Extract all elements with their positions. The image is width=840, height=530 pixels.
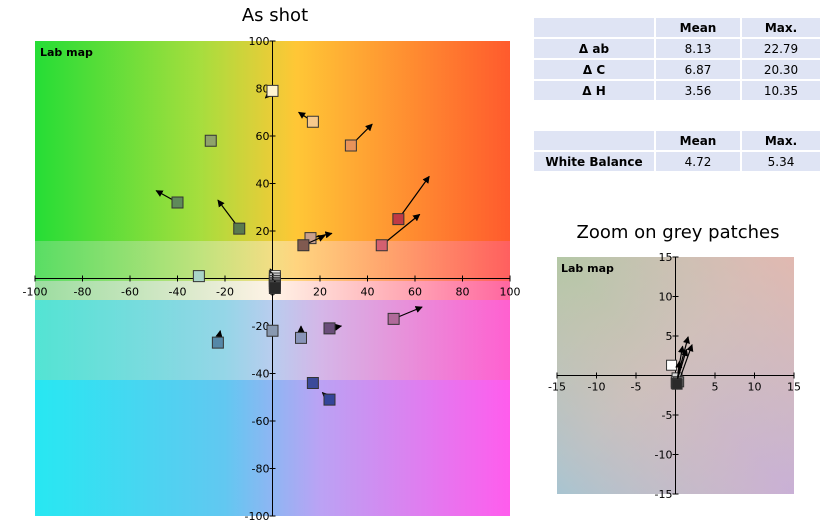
table-row: White Balance 4.72 5.34 xyxy=(534,152,820,171)
y-tick-label: -60 xyxy=(252,415,270,428)
shift-arrow xyxy=(397,175,430,220)
table-header-row: Mean Max. xyxy=(534,131,820,150)
y-tick-label: 60 xyxy=(256,130,270,143)
x-tick-label: 60 xyxy=(408,286,422,299)
table-corner-cell xyxy=(534,131,654,150)
y-tick-label: -5 xyxy=(662,409,673,422)
mean-value: 3.56 xyxy=(656,81,740,100)
max-header: Max. xyxy=(742,18,820,37)
x-tick-label: 15 xyxy=(787,381,801,394)
patch-marker xyxy=(387,312,400,325)
y-tick-label: -20 xyxy=(252,320,270,333)
table-row: Δ C 6.87 20.30 xyxy=(534,60,820,79)
table-row: Δ H 3.56 10.35 xyxy=(534,81,820,100)
x-tick-label: 10 xyxy=(748,381,762,394)
shift-arrow xyxy=(678,344,694,383)
x-tick-label: 20 xyxy=(313,286,327,299)
y-tick-label: -15 xyxy=(655,488,673,501)
y-tick-label: -100 xyxy=(245,510,270,523)
x-tick-label: 80 xyxy=(456,286,470,299)
zoom-chart-title: Zoom on grey patches xyxy=(576,222,780,243)
patch-marker xyxy=(323,322,336,335)
y-tick-label: -80 xyxy=(252,463,270,476)
zoom-data-marks xyxy=(666,336,694,390)
patch-marker xyxy=(268,282,281,294)
row-label: Δ C xyxy=(534,60,654,79)
x-tick-label: -100 xyxy=(23,286,48,299)
patch-marker xyxy=(297,239,310,252)
y-tick-label: 15 xyxy=(659,251,673,264)
patch-marker xyxy=(375,239,388,252)
row-label: Δ ab xyxy=(534,39,654,58)
x-tick-label: -10 xyxy=(588,381,606,394)
x-tick-label: -15 xyxy=(548,381,566,394)
patch-marker xyxy=(211,336,224,349)
max-header: Max. xyxy=(742,131,820,150)
table-corner-cell xyxy=(534,18,654,37)
patch-marker xyxy=(266,84,279,97)
patch-marker xyxy=(233,222,246,235)
main-chart-title: As shot xyxy=(241,5,309,26)
y-tick-label: 10 xyxy=(659,291,673,304)
y-tick-label: 40 xyxy=(256,178,270,191)
table-header-row: Mean Max. xyxy=(534,18,820,37)
x-tick-label: -40 xyxy=(169,286,187,299)
shift-arrow xyxy=(381,213,421,246)
patch-marker xyxy=(304,232,317,245)
max-value: 20.30 xyxy=(742,60,820,79)
table-row: Δ ab 8.13 22.79 xyxy=(534,39,820,58)
x-tick-label: -60 xyxy=(121,286,139,299)
mean-value: 6.87 xyxy=(656,60,740,79)
patch-marker xyxy=(392,213,405,226)
row-label: White Balance xyxy=(534,152,654,171)
patch-marker xyxy=(671,378,683,390)
y-tick-label: -10 xyxy=(655,449,673,462)
patch-marker xyxy=(192,270,205,283)
x-tick-label: 100 xyxy=(500,286,521,299)
x-tick-label: -20 xyxy=(216,286,234,299)
delta-stats-table: Mean Max. Δ ab 8.13 22.79 Δ C 6.87 20.30… xyxy=(532,16,822,102)
white-balance-table: Mean Max. White Balance 4.72 5.34 xyxy=(532,129,822,173)
x-tick-label: -5 xyxy=(631,381,642,394)
patch-marker xyxy=(266,324,279,337)
y-tick-label: -40 xyxy=(252,368,270,381)
patch-marker xyxy=(306,377,319,389)
max-value: 5.34 xyxy=(742,152,820,171)
y-tick-label: 20 xyxy=(256,225,270,238)
mean-header: Mean xyxy=(656,18,740,37)
mean-value: 4.72 xyxy=(656,152,740,171)
zoom-panel-label: Lab map xyxy=(561,262,614,275)
max-value: 22.79 xyxy=(742,39,820,58)
patch-marker xyxy=(323,393,336,406)
mean-header: Mean xyxy=(656,131,740,150)
mean-value: 8.13 xyxy=(656,39,740,58)
max-value: 10.35 xyxy=(742,81,820,100)
patch-marker xyxy=(171,196,184,209)
patch-marker xyxy=(204,134,217,147)
main-data-marks xyxy=(155,84,430,406)
patch-marker xyxy=(295,331,307,344)
main-panel-label: Lab map xyxy=(40,46,93,59)
patch-marker xyxy=(344,139,357,152)
row-label: Δ H xyxy=(534,81,654,100)
x-tick-label: 5 xyxy=(712,381,719,394)
y-tick-label: 5 xyxy=(666,330,673,343)
y-tick-label: 100 xyxy=(249,35,270,48)
patch-marker xyxy=(666,359,678,371)
x-tick-label: 40 xyxy=(361,286,375,299)
x-tick-label: -80 xyxy=(74,286,92,299)
patch-marker xyxy=(306,115,319,128)
